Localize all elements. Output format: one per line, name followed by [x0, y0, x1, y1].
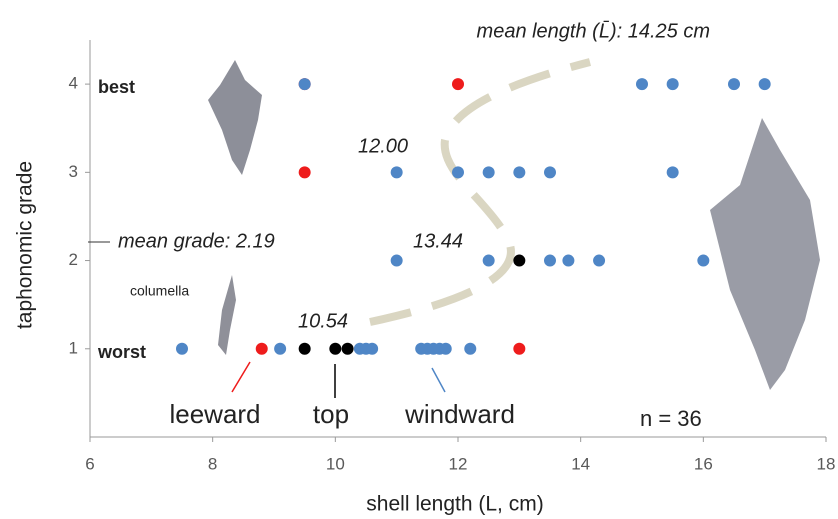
point [697, 254, 710, 267]
y-tick-label: 1 [69, 338, 78, 357]
point [329, 342, 342, 355]
point [390, 166, 403, 179]
point [439, 342, 452, 355]
point [464, 342, 477, 355]
point [636, 78, 648, 91]
point [298, 342, 311, 355]
point [513, 166, 526, 179]
point [513, 254, 526, 267]
x-tick-label: 12 [449, 454, 468, 473]
annotation: 13.44 [413, 230, 463, 252]
point [274, 342, 287, 355]
point [544, 166, 556, 179]
point [176, 342, 188, 355]
y-tick-label: 4 [69, 74, 78, 93]
x-tick-label: 16 [694, 454, 713, 473]
x-axis-title: shell length (L, cm) [366, 493, 543, 516]
point [452, 78, 464, 91]
y-axis-title: taphonomic grade [14, 161, 37, 329]
point [452, 166, 464, 179]
x-tick-label: 18 [817, 454, 836, 473]
point [562, 254, 575, 267]
x-tick-label: 6 [85, 454, 94, 473]
annotation: mean length (L̄): 14.25 cm [477, 19, 710, 42]
point [390, 254, 403, 267]
shell-image [710, 118, 820, 390]
legend-pointer [231, 361, 251, 393]
annotation: 12.00 [358, 135, 408, 157]
point [298, 78, 311, 91]
point [728, 78, 740, 91]
point [544, 254, 556, 267]
legend-entry: leeward [169, 399, 260, 429]
annotation: n = 36 [640, 406, 702, 431]
point [298, 166, 311, 179]
point [666, 78, 679, 91]
annotation: mean grade: 2.19 [118, 230, 275, 252]
point [366, 342, 379, 355]
shell-image [208, 60, 262, 175]
point [482, 166, 495, 179]
point [341, 342, 354, 355]
legend-entry: top [313, 399, 349, 429]
y-tick-label: 3 [69, 162, 78, 181]
legend-pointer [431, 367, 446, 393]
annotation: 10.54 [298, 310, 348, 332]
point [482, 254, 495, 267]
mean-curve [369, 58, 592, 326]
y-tick-label: 2 [69, 250, 78, 269]
point [593, 254, 606, 267]
grade-label: best [98, 77, 135, 97]
annotation: columella [130, 283, 189, 299]
legend-entry: windward [404, 399, 515, 429]
x-tick-label: 8 [208, 454, 217, 473]
point [666, 166, 679, 179]
x-tick-label: 10 [326, 454, 345, 473]
point [513, 342, 526, 355]
point [255, 342, 268, 355]
point [758, 78, 771, 91]
grade-label: worst [97, 342, 146, 362]
shell-image [218, 275, 236, 355]
x-tick-label: 14 [571, 454, 590, 473]
